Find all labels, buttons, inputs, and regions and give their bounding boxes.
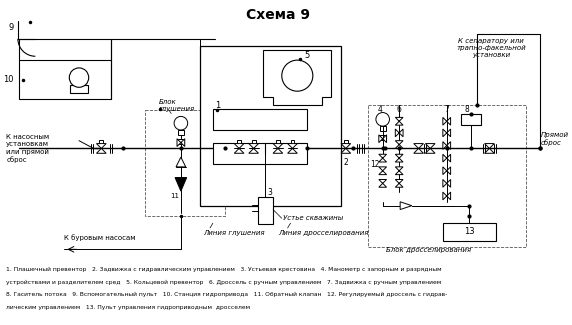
Bar	[291, 140, 295, 144]
Text: лическим управлением   13. Пульт управления гидроприводным  дросселем: лическим управлением 13. Пульт управлени…	[6, 305, 251, 310]
Polygon shape	[443, 167, 451, 175]
Polygon shape	[414, 144, 423, 153]
Circle shape	[282, 60, 313, 91]
Bar	[368, 105, 526, 247]
Polygon shape	[379, 135, 387, 143]
Text: К буровым насосам: К буровым насосам	[65, 234, 136, 241]
Text: 13: 13	[464, 227, 474, 236]
Text: 8. Гаситель потока   9. Вспомогательный пульт   10. Станция гидропривода   11. О: 8. Гаситель потока 9. Вспомогательный пу…	[6, 292, 447, 297]
Bar	[100, 140, 104, 144]
Text: 4: 4	[378, 105, 382, 114]
Polygon shape	[177, 139, 185, 147]
Polygon shape	[443, 154, 451, 162]
Polygon shape	[400, 202, 412, 210]
Polygon shape	[249, 144, 259, 153]
Text: 6: 6	[397, 105, 402, 114]
Text: Прямой
сброс: Прямой сброс	[541, 132, 569, 146]
Polygon shape	[97, 144, 106, 153]
Polygon shape	[443, 142, 451, 150]
Polygon shape	[426, 144, 435, 153]
Text: устройствами и разделителем сред   5. Кольцевой превентор   6. Дроссель с ручным: устройствами и разделителем сред 5. Коль…	[6, 280, 442, 285]
Polygon shape	[263, 50, 331, 105]
Polygon shape	[443, 117, 451, 125]
Polygon shape	[379, 179, 387, 187]
Bar	[380, 135, 386, 140]
Bar	[344, 140, 348, 144]
Text: 3: 3	[267, 188, 272, 197]
Polygon shape	[443, 179, 451, 187]
Bar	[237, 140, 241, 144]
Polygon shape	[379, 154, 387, 162]
Text: Блок дросселирования: Блок дросселирования	[386, 247, 471, 253]
Bar	[276, 140, 280, 144]
Polygon shape	[484, 144, 494, 153]
Text: 8: 8	[464, 105, 470, 114]
Bar	[178, 130, 184, 135]
Circle shape	[376, 112, 390, 126]
Text: Линия глушения: Линия глушения	[203, 230, 265, 236]
Bar	[145, 110, 225, 216]
Text: 5: 5	[304, 51, 309, 60]
Bar	[213, 109, 307, 130]
Polygon shape	[395, 117, 403, 125]
Bar	[257, 197, 273, 224]
Bar	[380, 126, 386, 131]
Text: Блок
глушения: Блок глушения	[158, 99, 195, 112]
Text: Устье скважины: Устье скважины	[283, 215, 343, 221]
Polygon shape	[443, 192, 451, 200]
Text: К сепаратору или
трапно-факельной
установки: К сепаратору или трапно-факельной устано…	[456, 38, 526, 58]
Text: 12: 12	[370, 161, 380, 169]
Text: К насосным
установкам
или прямой
сброс: К насосным установкам или прямой сброс	[6, 134, 49, 163]
Text: 11: 11	[170, 193, 179, 199]
Text: 2: 2	[343, 159, 348, 167]
Polygon shape	[288, 144, 297, 153]
Bar	[178, 139, 184, 144]
Text: 10: 10	[3, 75, 14, 84]
Text: Схема 9: Схема 9	[246, 7, 310, 21]
Polygon shape	[341, 144, 351, 153]
Polygon shape	[273, 144, 283, 153]
Bar	[213, 143, 307, 164]
Polygon shape	[395, 167, 403, 175]
Text: 7: 7	[444, 105, 449, 114]
Text: 9: 9	[9, 23, 14, 32]
Polygon shape	[395, 179, 403, 187]
Polygon shape	[175, 177, 186, 191]
Text: 1: 1	[215, 101, 220, 110]
Bar	[19, 60, 111, 99]
Polygon shape	[176, 157, 186, 167]
Circle shape	[174, 116, 188, 130]
Polygon shape	[235, 144, 244, 153]
Bar	[252, 140, 256, 144]
Polygon shape	[443, 129, 451, 137]
Polygon shape	[395, 141, 403, 149]
Polygon shape	[395, 154, 403, 162]
Bar	[443, 223, 496, 240]
Bar	[461, 113, 480, 125]
Polygon shape	[395, 129, 403, 137]
Text: Линия дросселирования: Линия дросселирования	[278, 230, 368, 236]
Bar	[200, 46, 341, 206]
Text: 1. Плашечный превентор   2. Задвижка с гидравлическим управлением   3. Устьевая : 1. Плашечный превентор 2. Задвижка с гид…	[6, 267, 442, 272]
Polygon shape	[379, 167, 387, 175]
Circle shape	[69, 68, 89, 87]
Bar	[70, 85, 88, 93]
